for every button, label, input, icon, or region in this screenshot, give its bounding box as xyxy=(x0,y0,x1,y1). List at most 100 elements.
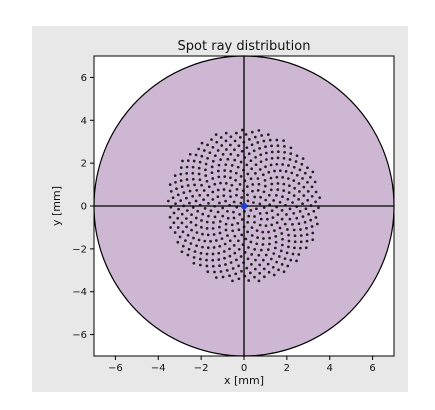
spot-point xyxy=(168,183,172,186)
spot-point xyxy=(280,263,284,266)
spot-point xyxy=(246,172,250,176)
spot-point xyxy=(186,159,190,163)
spot-point xyxy=(276,144,280,148)
spot-point xyxy=(219,181,222,185)
spot-point xyxy=(181,230,185,234)
spot-point xyxy=(211,258,215,262)
spot-point xyxy=(254,258,257,262)
spot-point xyxy=(295,154,299,158)
spot-point xyxy=(264,253,268,257)
y-axis-ticks: −6 −4 −2 0 2 4 6 xyxy=(72,73,94,341)
spot-point xyxy=(305,239,309,243)
spot-point xyxy=(306,166,309,170)
spot-point xyxy=(200,183,203,187)
y-axis-label: y [mm] xyxy=(50,186,63,226)
plot-area xyxy=(93,55,395,357)
spot-point xyxy=(169,189,173,193)
spot-point xyxy=(269,163,273,167)
spot-point xyxy=(226,216,230,220)
spot-point xyxy=(229,195,232,198)
x-tick-label: 2 xyxy=(284,363,290,374)
spot-point xyxy=(250,253,254,256)
spot-point xyxy=(270,156,274,160)
spot-point xyxy=(292,165,296,169)
spot-point xyxy=(209,209,213,213)
spot-point xyxy=(221,153,225,156)
spot-point xyxy=(224,199,227,203)
spot-point xyxy=(234,272,238,276)
spot-point xyxy=(291,252,295,256)
spot-point xyxy=(253,135,257,139)
spot-point xyxy=(271,216,275,219)
spot-point xyxy=(185,172,189,175)
spot-point xyxy=(230,183,234,187)
spot-point xyxy=(261,173,265,177)
spot-point xyxy=(177,207,180,211)
spot-point xyxy=(195,244,198,248)
spot-point xyxy=(261,258,265,262)
spot-point xyxy=(179,172,183,176)
spot-point xyxy=(224,131,228,135)
spot-point xyxy=(283,150,286,154)
spot-point xyxy=(285,251,289,255)
spot-point xyxy=(301,177,304,180)
spot-point xyxy=(249,159,253,163)
spot-point xyxy=(180,212,184,216)
spot-point xyxy=(272,273,276,277)
spot-point xyxy=(278,255,281,258)
spot-point xyxy=(197,166,201,170)
spot-point xyxy=(189,242,193,245)
spot-point xyxy=(281,195,284,199)
spot-point xyxy=(185,225,188,229)
spot-point xyxy=(286,177,290,180)
spot-point xyxy=(286,228,289,231)
spot-point xyxy=(298,209,302,213)
spot-point xyxy=(176,226,180,229)
spot-point xyxy=(272,252,276,255)
spot-point xyxy=(214,239,218,242)
spot-point xyxy=(198,160,202,164)
spot-point xyxy=(217,175,221,179)
spot-point xyxy=(216,169,220,173)
spot-point xyxy=(293,240,297,244)
spot-point xyxy=(309,218,313,222)
spot-point xyxy=(288,217,292,221)
spot-point xyxy=(298,168,302,172)
spot-point xyxy=(221,206,225,210)
spot-point xyxy=(311,231,315,235)
spot-point xyxy=(278,226,282,230)
spot-point xyxy=(297,197,300,201)
spot-point xyxy=(303,220,307,224)
x-tick-label: 0 xyxy=(241,363,247,374)
spot-point xyxy=(248,138,251,141)
y-tick-label: −6 xyxy=(72,330,87,341)
spot-point xyxy=(230,164,234,167)
spot-point xyxy=(198,257,202,261)
spot-point xyxy=(312,209,316,213)
spot-point xyxy=(206,233,210,237)
spot-point xyxy=(307,212,310,216)
spot-point xyxy=(190,213,193,216)
spot-point xyxy=(239,160,243,164)
spot-point xyxy=(311,170,315,174)
spot-point xyxy=(186,253,190,257)
spot-point xyxy=(171,196,175,200)
spot-point xyxy=(262,190,266,194)
spot-point xyxy=(250,167,253,171)
spot-point xyxy=(270,182,274,186)
spot-point xyxy=(259,248,263,252)
spot-point xyxy=(198,178,202,182)
spot-point xyxy=(240,233,244,237)
spot-point xyxy=(255,229,259,232)
spot-point xyxy=(176,216,180,220)
spot-point xyxy=(267,170,271,174)
spot-point xyxy=(214,276,218,279)
spot-point xyxy=(292,179,296,182)
spot-point xyxy=(292,228,296,232)
spot-point xyxy=(295,173,299,177)
spot-point xyxy=(228,189,232,193)
spot-point xyxy=(185,165,189,169)
spot-point xyxy=(280,209,284,212)
spot-point xyxy=(166,199,170,203)
spot-point xyxy=(194,216,198,220)
